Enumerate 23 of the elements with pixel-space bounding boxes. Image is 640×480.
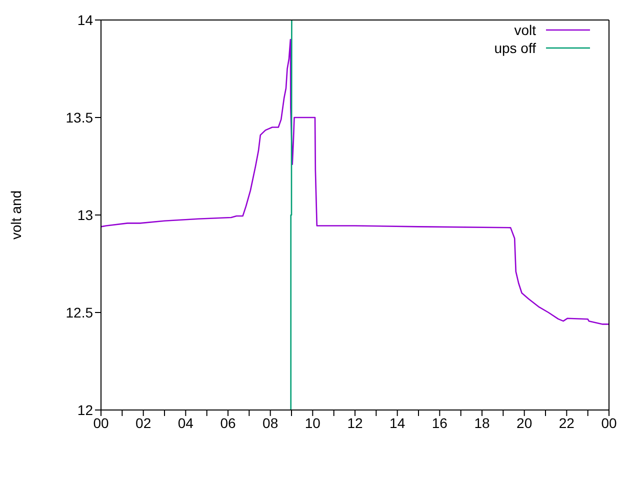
line-series — [101, 38, 609, 325]
x-tick-label: 02 — [136, 414, 152, 431]
y-tick-label: 12.5 — [66, 304, 94, 320]
legend-label: volt — [514, 22, 536, 38]
x-tick-label: 08 — [262, 414, 278, 431]
x-tick-label: 20 — [516, 414, 532, 431]
x-tick-label: 06 — [220, 414, 236, 431]
y-tick-label: 13 — [77, 206, 94, 223]
y-tick-label: 13.5 — [66, 109, 94, 126]
x-tick-label: 00 — [93, 414, 109, 431]
y-axis-title: volt and — [8, 190, 24, 240]
line-series — [290, 20, 292, 410]
x-tick-label: 18 — [474, 414, 490, 431]
x-tick-label: 22 — [558, 414, 575, 431]
y-tick-label: 12 — [77, 402, 94, 418]
x-tick-label: 04 — [178, 414, 194, 431]
x-tick-label: 00 — [601, 414, 617, 431]
y-tick-label: 14 — [77, 12, 94, 28]
legend-label: ups off — [494, 40, 536, 56]
x-tick-label: 10 — [304, 414, 321, 431]
x-tick-label: 16 — [432, 414, 448, 431]
x-tick-label: 12 — [347, 414, 363, 431]
x-tick-label: 14 — [390, 414, 406, 431]
